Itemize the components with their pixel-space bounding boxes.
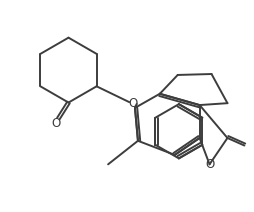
Text: O: O xyxy=(205,158,214,171)
Text: O: O xyxy=(51,117,60,130)
Text: O: O xyxy=(128,97,138,110)
